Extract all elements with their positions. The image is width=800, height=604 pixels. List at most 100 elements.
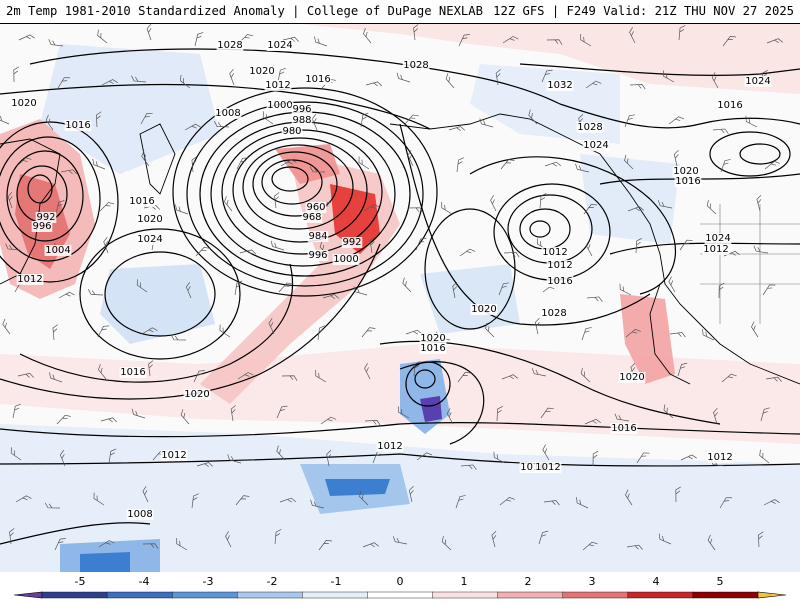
wind-barb [413,361,421,377]
weak-positive-region [0,24,800,94]
isobar-label: 1004 [45,245,70,256]
wind-barb [722,36,737,47]
wind-barb [580,33,592,47]
wind-barb [55,200,65,215]
wind-barb [458,34,470,47]
isobar-label-bg [64,120,92,131]
wind-barb [97,325,110,338]
wind-barb [13,66,19,83]
colorbar-segment [367,591,434,599]
wind-barb [191,156,197,173]
isobar-label: 1020 [11,98,36,109]
isobar-label: 1012 [161,450,186,461]
wind-barb [108,448,117,464]
wind-barb [758,531,764,548]
isobar-label-bg [706,452,734,463]
wind-barb [575,163,590,173]
wind-barb [7,191,13,209]
wind-barb [404,114,419,125]
colorbar-tick-label: 4 [653,575,660,588]
wind-barb [402,277,412,293]
wind-barb [503,252,520,258]
wind-barb [281,375,298,381]
isobar-ring [529,220,551,238]
wind-barb [745,115,758,128]
wind-barb [544,161,562,167]
wind-barb [193,370,205,383]
isobar-label-bg [305,202,327,213]
wind-barb [45,114,54,131]
wind-barb [363,204,380,212]
isobar-line [0,522,151,545]
wind-barb [310,499,325,509]
isobar-label: 1016 [547,276,572,287]
isobar-ring [271,166,309,192]
colorbar-tick-label: -4 [139,575,150,588]
isobar-label: 1024 [583,140,608,151]
weak-negative-region [580,154,680,244]
wind-barb [141,327,158,335]
isobar-label-bg [541,247,569,258]
colorbar-high-arrow [757,591,787,599]
wind-barb [59,450,66,467]
wind-barb [619,283,632,296]
isobar-line [519,63,800,76]
wind-barb [636,452,650,464]
wind-barb [262,111,274,125]
wind-barb [363,28,372,44]
wind-barb [309,166,326,173]
wind-barb [15,495,32,503]
wind-barb [751,321,759,338]
isobar-label: 960 [306,202,325,213]
isobar-label-bg [576,122,604,133]
isobar-label: 1020 [249,66,274,77]
isobar-ring [6,150,84,242]
wind-barb [235,495,250,506]
wind-barb [2,318,11,335]
wind-barb [675,486,681,503]
isobar-ring [186,101,424,287]
wind-barb [185,282,192,299]
wind-barb [582,541,598,551]
colorbar-graphic: -5 -4 -3 -2 -1 0 1 2 3 4 5 [13,575,787,599]
isobar-label-bg [546,80,574,91]
isobar-label: 996 [308,250,327,261]
wind-barb [538,530,549,545]
isobar-label: 1012 [703,244,728,255]
wind-barb [584,418,601,425]
wind-barb [441,536,452,551]
isobar-label-bg [160,450,188,461]
wind-barb [765,376,782,382]
isobar-label-bg [402,60,430,71]
wind-barb [98,364,107,380]
wind-barb [415,237,427,251]
wind-barb [170,334,187,341]
wind-barb [237,372,254,380]
isobar-label: 1024 [705,233,730,244]
map-canvas: 1024 1028 1020 1016 1012 1008 1000 996 988 980 102… [0,24,800,572]
wind-barb [142,486,149,503]
isobar-ring [0,136,101,262]
wind-barb [52,324,58,341]
isobar-label: 996 [292,104,311,115]
isobar-label-bg [307,250,329,261]
wind-barb [498,282,510,296]
isobar-label: 980 [282,126,301,137]
wind-barb [131,408,146,419]
wind-barb [268,318,275,335]
isobar-label: 1020 [471,304,496,315]
isobar-label: 1028 [541,308,566,319]
weak-negative-region [100,264,215,344]
wind-barb [56,414,71,425]
wind-barb [625,329,641,338]
wind-barb [176,537,188,551]
wind-barb [546,39,563,45]
isobar-line [399,361,485,445]
colorbar-tick-label: -5 [75,575,86,588]
weak-negative-region [40,44,220,174]
wind-barb [706,200,717,215]
isobar-ring [232,137,368,243]
isobar-label-bg [136,234,164,245]
isobar-label-bg [307,231,329,242]
